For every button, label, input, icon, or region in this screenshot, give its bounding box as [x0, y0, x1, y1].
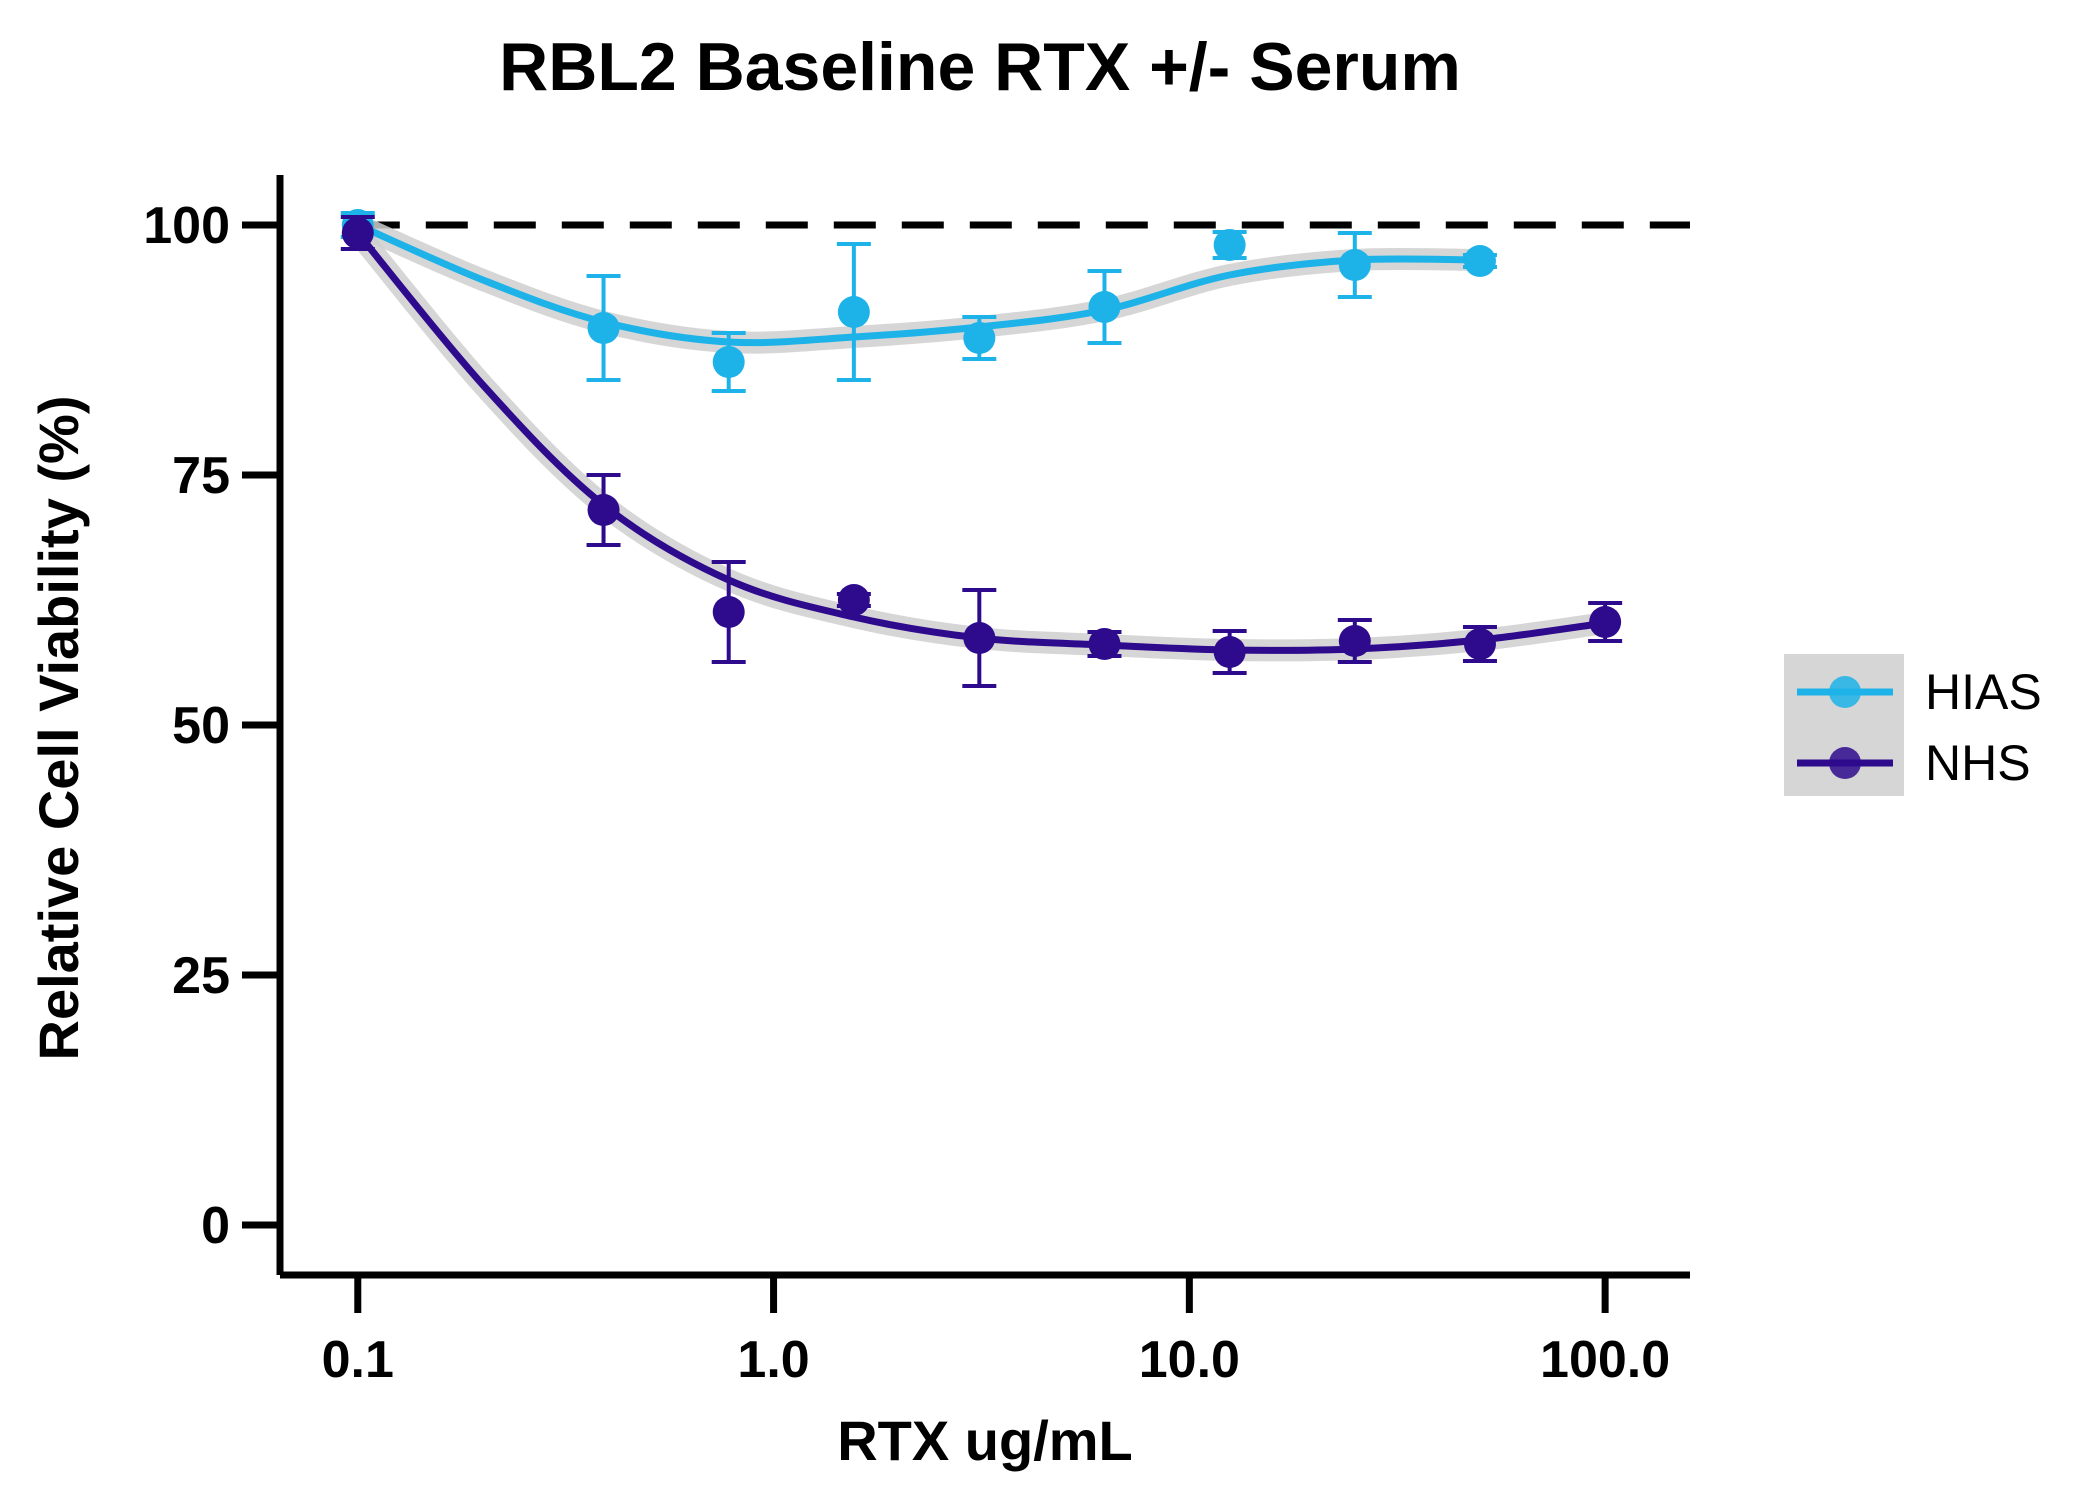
nhs-fit-line: [354, 229, 1609, 654]
plot-area: 0 25 50 75 100 0.1 1.0 10.0 100.0: [143, 175, 1690, 1389]
nhs-point: [1338, 625, 1371, 657]
hias-point: [587, 312, 620, 344]
hias-point: [1213, 229, 1246, 261]
y-tick-label: 100: [143, 197, 230, 255]
nhs-point: [712, 596, 745, 628]
nhs-point: [837, 584, 870, 616]
legend: HIAS NHS: [1784, 654, 2042, 796]
hias-legend-marker: [1829, 676, 1861, 708]
nhs-point: [587, 494, 620, 526]
y-tick-label: 50: [172, 697, 230, 755]
nhs-point: [1589, 606, 1622, 638]
nhs-point: [1088, 628, 1121, 660]
hias-fit-band: [346, 214, 1491, 354]
y-tick-label: 25: [172, 947, 230, 1005]
hias-point: [712, 346, 745, 378]
hias-fit-line: [354, 221, 1484, 347]
nhs-legend-marker: [1829, 747, 1861, 779]
x-tick-label: 0.1: [322, 1331, 394, 1389]
hias-point: [1088, 291, 1121, 323]
hias-point: [1463, 245, 1496, 277]
x-tick-label: 10.0: [1139, 1331, 1240, 1389]
chart-title: RBL2 Baseline RTX +/- Serum: [499, 29, 1461, 105]
nhs-point: [1213, 636, 1246, 668]
y-tick-label: 0: [201, 1197, 230, 1255]
hias-legend-label: HIAS: [1925, 664, 2042, 720]
hias-point: [1338, 249, 1371, 281]
hias-point: [837, 296, 870, 328]
y-tick-label: 75: [172, 447, 230, 505]
x-tick-label: 1.0: [737, 1331, 809, 1389]
nhs-point: [963, 622, 996, 654]
nhs-point: [341, 217, 374, 249]
y-axis-title: Relative Cell Viability (%): [27, 396, 90, 1061]
nhs-point: [1463, 628, 1496, 660]
nhs-legend-label: NHS: [1925, 735, 2031, 791]
x-tick-label: 100.0: [1540, 1331, 1670, 1389]
x-axis-title: RTX ug/mL: [837, 1409, 1133, 1472]
hias-point: [963, 322, 996, 354]
